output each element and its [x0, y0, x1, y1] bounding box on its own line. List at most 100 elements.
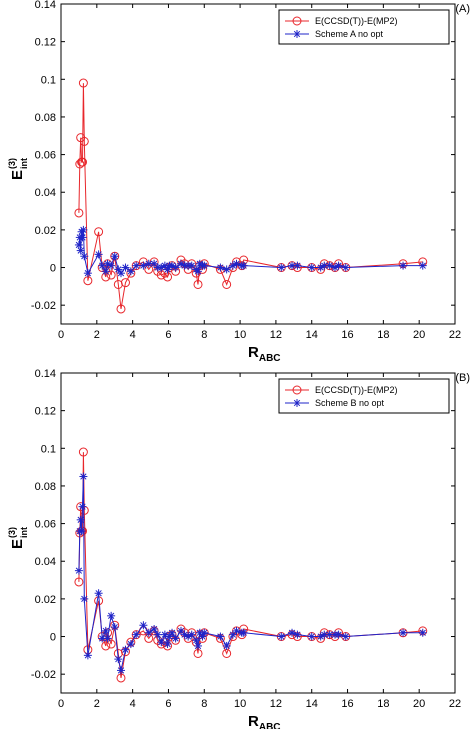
panel-a: 0 2 4 6 8 10 12 14 16 18 20 22 -0.02 0 0.02 0.04 0.06 0.0… — [7, 0, 470, 364]
asterisk-marker — [293, 399, 301, 407]
panel-label: (A) — [455, 3, 470, 15]
asterisk-marker — [293, 630, 302, 639]
y-axis-label-sub: int — [19, 527, 29, 538]
asterisk-marker — [77, 527, 86, 536]
circle-marker — [75, 159, 85, 169]
asterisk-marker — [277, 263, 286, 272]
x-tick-label: 12 — [270, 698, 282, 710]
circle-marker — [106, 270, 116, 280]
asterisk-marker — [163, 640, 172, 649]
asterisk-marker — [116, 666, 125, 675]
x-axis-label-main: R — [248, 713, 259, 729]
x-tick-label: 6 — [165, 329, 171, 341]
asterisk-marker — [239, 261, 248, 270]
asterisk-marker — [121, 645, 130, 654]
circle-marker — [106, 639, 116, 649]
x-tick-label: 20 — [413, 329, 425, 341]
asterisk-marker — [139, 621, 148, 630]
x-tick-label: 18 — [377, 329, 389, 341]
asterisk-marker — [418, 628, 427, 637]
asterisk-marker — [341, 632, 350, 641]
x-tick-label: 2 — [94, 698, 100, 710]
asterisk-marker — [110, 252, 119, 261]
asterisk-marker — [80, 594, 89, 603]
series-ccsd-mp2 — [74, 78, 428, 314]
asterisk-marker — [121, 263, 130, 272]
asterisk-marker — [293, 30, 301, 38]
asterisk-marker — [277, 632, 286, 641]
asterisk-marker — [150, 625, 159, 633]
y-tick-label: 0.06 — [35, 519, 56, 531]
circle-marker — [101, 641, 111, 651]
asterisk-marker — [98, 634, 107, 643]
asterisk-marker — [187, 261, 196, 270]
y-axis-label: E(3) int — [7, 527, 29, 549]
y-tick-label: 0.08 — [35, 112, 56, 124]
asterisk-marker — [83, 651, 92, 660]
asterisk-marker — [192, 636, 201, 645]
asterisk-marker — [341, 263, 350, 272]
x-tick-label: 8 — [201, 698, 207, 710]
legend-entry: E(CCSD(T))-E(MP2) — [285, 16, 398, 26]
asterisk-marker — [157, 638, 166, 647]
asterisk-marker — [195, 628, 204, 637]
circle-marker — [74, 208, 84, 218]
asterisk-marker — [153, 630, 162, 639]
x-tick-label: 18 — [377, 698, 389, 710]
circle-marker — [222, 279, 232, 289]
y-tick-label: 0.06 — [35, 150, 56, 162]
asterisk-marker — [216, 263, 225, 272]
circle-marker — [74, 577, 84, 587]
asterisk-marker — [132, 630, 141, 639]
series-line — [78, 229, 423, 275]
y-axis-label-main: E — [9, 170, 26, 180]
asterisk-marker — [334, 630, 343, 639]
asterisk-marker — [74, 566, 83, 575]
legend-box — [278, 378, 450, 414]
y-tick-label: 0.04 — [35, 556, 56, 568]
legend-label: Scheme B no opt — [315, 398, 385, 408]
asterisk-marker — [187, 630, 196, 639]
asterisk-marker — [222, 265, 231, 274]
y-tick-label: -0.02 — [31, 300, 56, 312]
circle-marker — [193, 279, 203, 289]
x-tick-label: 16 — [341, 329, 353, 341]
asterisk-marker — [80, 252, 89, 261]
legend-box — [278, 9, 450, 45]
asterisk-marker — [216, 632, 225, 641]
asterisk-marker — [83, 269, 92, 278]
asterisk-marker — [307, 263, 316, 272]
asterisk-marker — [116, 269, 125, 278]
y-tick-label: 0.12 — [35, 406, 56, 418]
asterisk-marker — [200, 628, 209, 637]
asterisk-marker — [334, 261, 343, 270]
asterisk-marker — [399, 261, 408, 270]
x-tick-label: 16 — [341, 698, 353, 710]
plot-frame — [60, 3, 456, 325]
y-tick-label: 0.02 — [35, 594, 56, 606]
asterisk-marker — [114, 655, 123, 664]
y-tick-label: -0.02 — [31, 669, 56, 681]
circle-marker — [94, 227, 104, 237]
x-tick-label: 12 — [270, 329, 282, 341]
asterisk-marker — [74, 240, 83, 249]
asterisk-marker — [94, 589, 103, 598]
x-tick-label: 14 — [306, 698, 318, 710]
asterisk-marker — [171, 634, 180, 643]
y-tick-label: 0.12 — [35, 37, 56, 49]
asterisk-marker — [94, 250, 103, 259]
circle-marker — [120, 278, 130, 288]
legend-entry: Scheme B no opt — [285, 398, 385, 408]
y-axis-label: E(3) int — [7, 158, 29, 180]
x-tick-label: 22 — [449, 329, 461, 341]
asterisk-marker — [107, 611, 116, 620]
asterisk-marker — [79, 225, 88, 234]
plot-frame — [60, 372, 456, 694]
x-tick-label: 2 — [94, 329, 100, 341]
circle-marker — [78, 447, 88, 457]
x-tick-label: 0 — [58, 329, 64, 341]
legend-label: E(CCSD(T))-E(MP2) — [315, 16, 398, 26]
circle-marker — [79, 136, 89, 146]
y-axis-label-sup: (3) — [7, 527, 17, 538]
x-axis-label: RABC — [248, 713, 281, 729]
